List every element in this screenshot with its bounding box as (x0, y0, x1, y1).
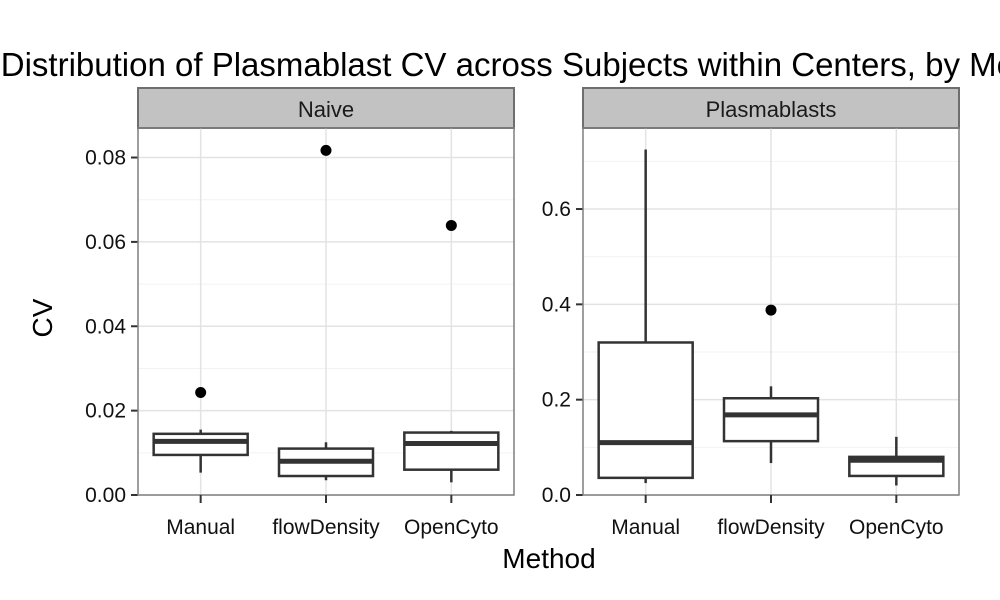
facet-strip (582, 87, 960, 129)
facet-plasmablasts: Plasmablasts 0.0 0.2 0.4 0.6 Manual flowDensit… (542, 87, 960, 539)
y-tick-label: 0.06 (85, 231, 126, 254)
box-iqr (597, 341, 694, 480)
box-manual (597, 149, 694, 484)
y-tick-label: 0.00 (85, 484, 126, 507)
facet-strip (137, 87, 515, 129)
box-opencyto (403, 219, 500, 483)
outlier-point (195, 386, 207, 398)
y-tick-label: 0.2 (542, 389, 571, 412)
facet-panels: Naive 0.00 0.02 0.04 0.06 0.08 Manual flowDensi… (85, 87, 960, 539)
y-tick-label: 0.04 (85, 315, 126, 338)
y-axis-title: CV (27, 298, 58, 337)
x-tick-label: OpenCyto (404, 516, 499, 539)
facet-strip-label: Plasmablasts (706, 97, 837, 122)
outlier-point (765, 304, 777, 316)
box-iqr (152, 432, 249, 457)
outlier-point (445, 219, 457, 231)
x-tick-label: Manual (166, 516, 235, 539)
x-tick-label: OpenCyto (849, 516, 944, 539)
y-tick-label: 0.08 (85, 147, 126, 170)
y-tick-label: 0.0 (542, 484, 571, 507)
x-tick-label: flowDensity (717, 516, 825, 539)
facet-naive: Naive 0.00 0.02 0.04 0.06 0.08 Manual flowDensi… (85, 87, 515, 539)
chart-title: Distribution of Plasmablast CV across Su… (1, 46, 1000, 83)
x-tick-label: flowDensity (272, 516, 380, 539)
box-opencyto (848, 436, 945, 486)
box-flowdensity (722, 304, 820, 464)
box-iqr (403, 431, 500, 471)
y-tick-label: 0.4 (542, 293, 572, 316)
box-manual (152, 386, 249, 473)
x-axis-title: Method (502, 543, 595, 574)
box-iqr (722, 396, 820, 443)
y-tick-label: 0.02 (85, 400, 126, 423)
y-tick-label: 0.6 (542, 198, 571, 221)
x-tick-label: Manual (611, 516, 680, 539)
facet-strip-label: Naive (298, 97, 354, 122)
box-flowdensity (277, 144, 375, 481)
outlier-point (320, 144, 332, 156)
